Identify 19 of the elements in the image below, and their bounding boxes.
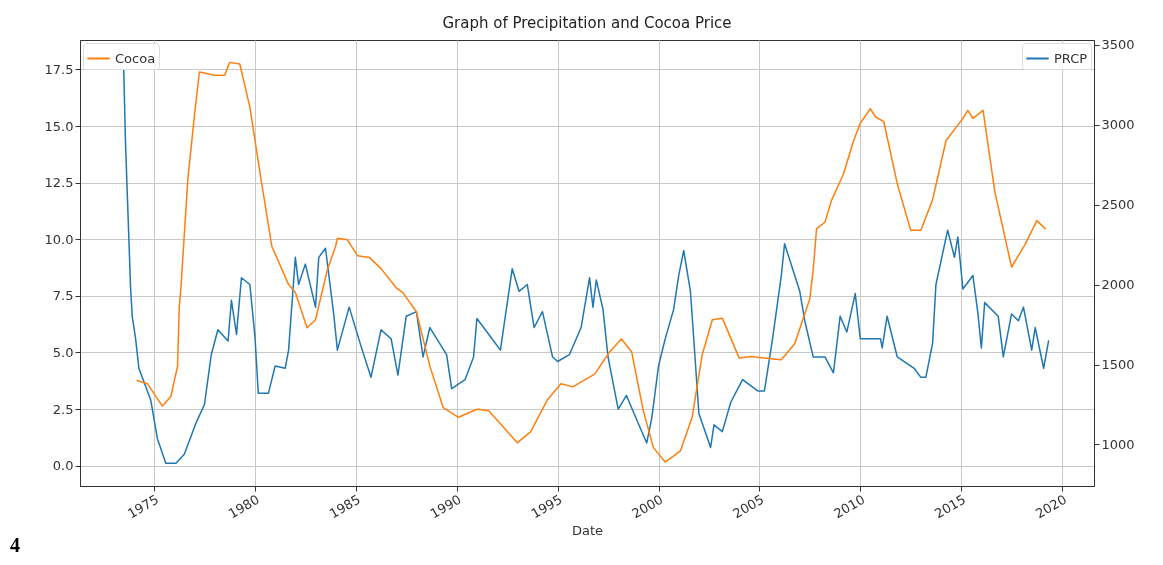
y-tick-label: 5.0 xyxy=(52,344,74,360)
y-tick-label: 2.5 xyxy=(52,401,74,417)
y-tick-label: 10.0 xyxy=(44,231,74,247)
y2-tick-label: 1500 xyxy=(1101,357,1135,373)
y2-tick-label: 1000 xyxy=(1101,436,1135,452)
chart-title: Graph of Precipitation and Cocoa Price xyxy=(442,13,732,32)
y2-tick-label: 2500 xyxy=(1101,197,1135,213)
y-tick-label: 15.0 xyxy=(44,118,74,134)
y-tick-label: 12.5 xyxy=(44,175,74,191)
y2-tick-label: 3000 xyxy=(1101,117,1135,133)
x-axis-title: Date xyxy=(571,523,604,539)
y-tick-label: 17.5 xyxy=(44,61,74,77)
text: 4 xyxy=(10,534,20,557)
legend-label: Cocoa xyxy=(115,50,156,66)
y-tick-label: 7.5 xyxy=(52,288,74,304)
y2-tick-label: 3500 xyxy=(1101,37,1135,53)
y-tick-label: 0.0 xyxy=(52,458,74,474)
legend-label: PRCP xyxy=(1054,50,1088,66)
y2-tick-label: 2000 xyxy=(1101,277,1135,293)
